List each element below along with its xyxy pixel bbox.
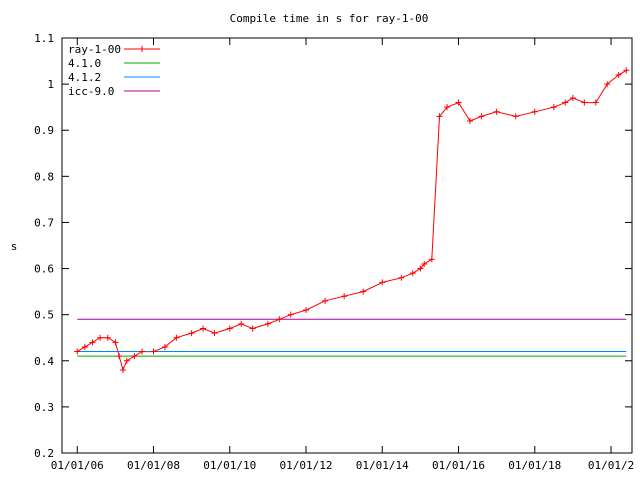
data-point [303,307,310,314]
legend-label: 4.1.0 [68,57,101,70]
y-tick-label: 0.3 [34,401,54,414]
data-point [89,339,96,346]
data-point [173,334,180,341]
y-tick-label: 1.1 [34,32,54,45]
data-point [466,118,473,124]
data-point [341,293,348,300]
data-point [249,325,256,332]
series-line [77,69,627,372]
data-point [104,334,111,341]
data-point [211,330,218,337]
data-point [226,325,233,332]
data-point [417,265,424,272]
x-tick-label: 01/01/10 [203,459,256,472]
data-point [398,274,405,281]
data-point [562,99,569,106]
x-tick-label: 01/01/12 [280,459,333,472]
data-point [428,256,435,263]
data-point [379,279,386,286]
data-point [322,297,329,304]
x-tick-label: 01/01/08 [127,459,180,472]
data-point [478,113,485,120]
x-tick-label: 01/01/2 [588,459,634,472]
x-tick-label: 01/01/16 [432,459,485,472]
data-point [569,94,576,101]
data-point [150,348,157,355]
data-point [200,325,207,332]
data-point [623,67,630,74]
data-point [444,104,451,111]
data-point [264,320,271,327]
data-point [81,343,88,350]
data-point [276,316,283,323]
data-point [123,357,130,364]
data-point [238,320,245,327]
legend-label: icc-9.0 [68,85,114,98]
y-tick-label: 0.2 [34,447,54,460]
data-point [531,108,538,115]
data-point [188,330,195,337]
chart-title: Compile time in s for ray-1-00 [230,12,429,25]
data-point [97,334,104,341]
axes: 0.2 0.3 0.4 0.5 0.6 0.7 0.8 0.9 1 1.1 01/01/06 01/0… [34,32,634,472]
data-point [74,348,81,355]
data-point [287,311,294,318]
legend-label: 4.1.2 [68,71,101,84]
data-point [604,81,611,88]
data-point [592,99,599,106]
x-tick-label: 01/01/06 [51,459,104,472]
y-tick-label: 0.4 [34,355,54,368]
data-point [455,99,462,106]
data-point [139,348,146,355]
series-lines [77,69,627,372]
data-point [161,343,168,350]
data-point [360,288,367,295]
y-tick-label: 0.5 [34,309,54,322]
data-point [409,270,416,277]
data-point [116,353,123,360]
legend-marker [139,46,145,52]
data-point [421,260,428,267]
y-tick-label: 0.8 [34,170,54,183]
data-point [120,367,127,373]
x-tick-label: 01/01/18 [508,459,561,472]
y-tick-label: 0.9 [34,124,54,137]
data-point [131,353,138,360]
data-point [112,339,119,346]
data-point [493,108,500,115]
x-tick-label: 01/01/14 [356,459,409,472]
data-point [550,104,557,111]
data-point [615,71,622,78]
plot-frame [61,37,633,454]
y-axis-label: s [11,240,18,253]
y-tick-label: 1 [47,78,54,91]
legend-label: ray-1-00 [68,43,121,56]
series-markers [74,67,630,373]
data-point [436,113,443,120]
data-point [581,99,588,106]
y-tick-label: 0.7 [34,216,54,229]
y-tick-label: 0.6 [34,263,54,276]
data-point [512,113,519,120]
